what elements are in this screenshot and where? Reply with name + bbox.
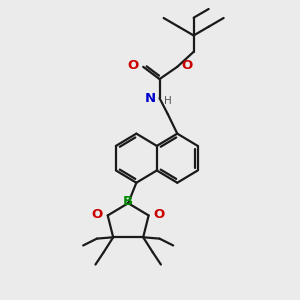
Text: O: O xyxy=(182,59,193,72)
Text: B: B xyxy=(123,195,133,208)
Text: N: N xyxy=(145,92,156,105)
Text: O: O xyxy=(128,59,139,72)
Text: H: H xyxy=(164,97,172,106)
Text: O: O xyxy=(92,208,103,220)
Text: O: O xyxy=(154,208,165,220)
